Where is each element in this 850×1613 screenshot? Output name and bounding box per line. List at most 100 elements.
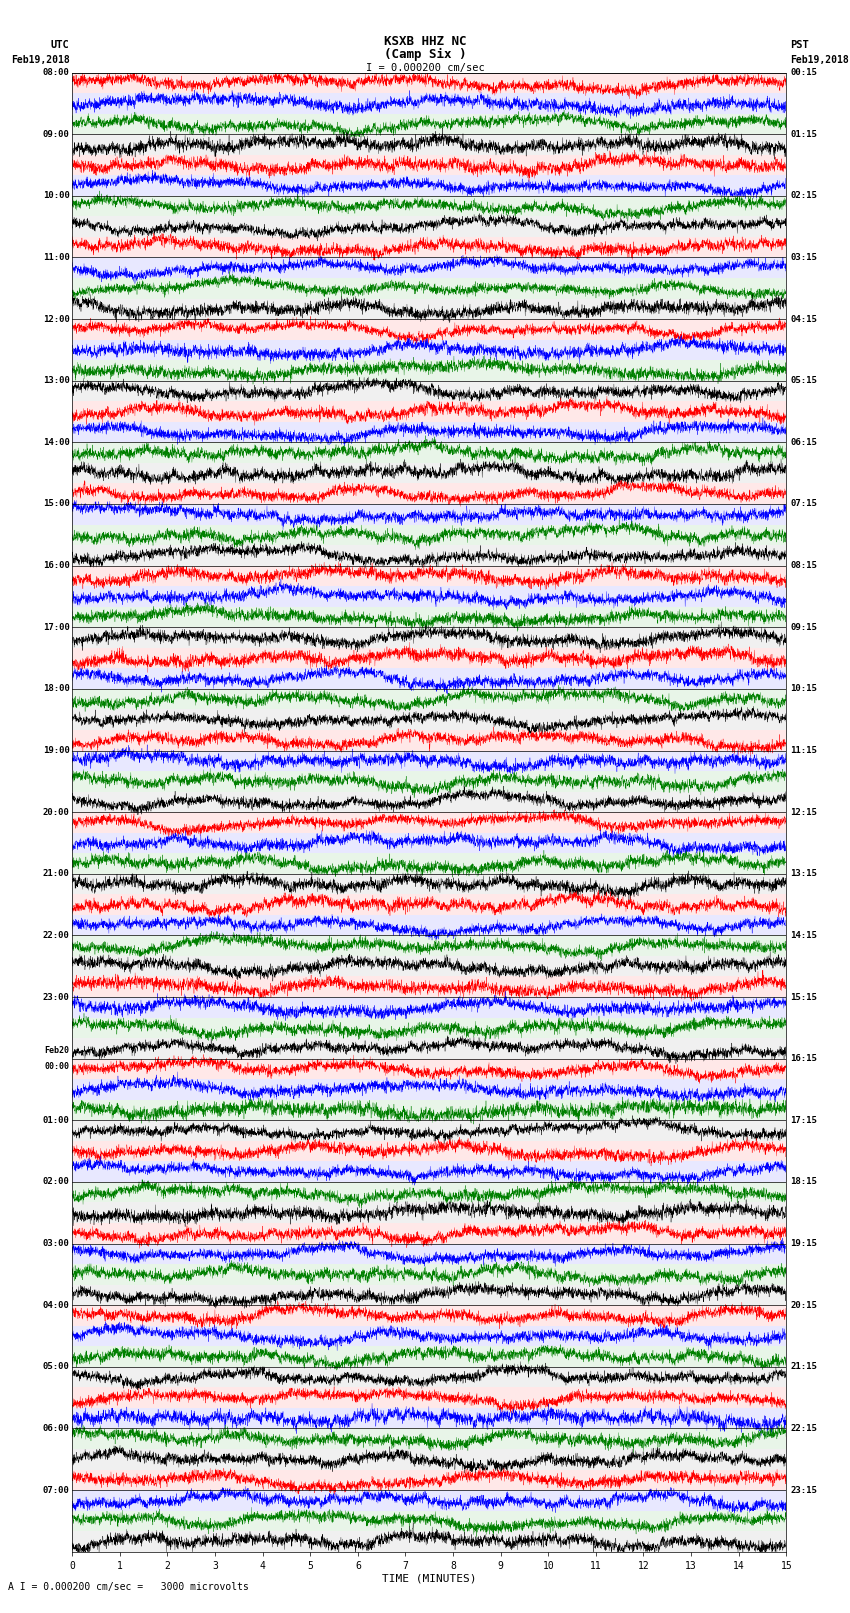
Text: 04:15: 04:15 <box>790 315 818 324</box>
Text: 09:15: 09:15 <box>790 623 818 632</box>
Bar <box>72 176 786 195</box>
Bar <box>72 771 786 792</box>
Bar <box>72 668 786 689</box>
Text: 23:00: 23:00 <box>42 992 70 1002</box>
Bar <box>72 1039 786 1058</box>
Text: UTC: UTC <box>51 40 70 50</box>
Text: 14:00: 14:00 <box>42 437 70 447</box>
Bar <box>72 1408 786 1429</box>
Bar <box>72 134 786 155</box>
Text: 12:00: 12:00 <box>42 315 70 324</box>
Text: 01:00: 01:00 <box>42 1116 70 1124</box>
Text: 13:00: 13:00 <box>42 376 70 386</box>
Text: 11:15: 11:15 <box>790 747 818 755</box>
Bar <box>72 1469 786 1490</box>
Bar <box>72 1140 786 1161</box>
Bar <box>72 1429 786 1448</box>
Bar <box>72 1018 786 1039</box>
Text: Feb19,2018: Feb19,2018 <box>790 55 849 65</box>
Bar <box>72 1121 786 1140</box>
Text: KSXB HHZ NC: KSXB HHZ NC <box>383 35 467 48</box>
Text: 15:00: 15:00 <box>42 500 70 508</box>
Text: 16:00: 16:00 <box>42 561 70 569</box>
Text: 17:00: 17:00 <box>42 623 70 632</box>
Text: 22:15: 22:15 <box>790 1424 818 1432</box>
Text: 15:15: 15:15 <box>790 992 818 1002</box>
Bar <box>72 1100 786 1121</box>
Text: 21:00: 21:00 <box>42 869 70 877</box>
Bar <box>72 1244 786 1265</box>
Bar <box>72 524 786 545</box>
Text: I = 0.000200 cm/sec: I = 0.000200 cm/sec <box>366 63 484 73</box>
Bar <box>72 1387 786 1408</box>
Text: 18:00: 18:00 <box>42 684 70 694</box>
Bar <box>72 1448 786 1469</box>
Text: 19:15: 19:15 <box>790 1239 818 1248</box>
Bar <box>72 216 786 237</box>
Bar <box>72 936 786 957</box>
Bar <box>72 750 786 771</box>
Text: 09:00: 09:00 <box>42 129 70 139</box>
Text: 14:15: 14:15 <box>790 931 818 940</box>
Text: 20:00: 20:00 <box>42 808 70 816</box>
Bar <box>72 894 786 915</box>
Bar <box>72 545 786 566</box>
Bar <box>72 503 786 524</box>
Text: PST: PST <box>790 40 809 50</box>
Text: 00:15: 00:15 <box>790 68 818 77</box>
Text: 10:15: 10:15 <box>790 684 818 694</box>
Bar <box>72 195 786 216</box>
Bar <box>72 832 786 853</box>
Bar <box>72 997 786 1018</box>
Bar <box>72 237 786 258</box>
Text: 06:15: 06:15 <box>790 437 818 447</box>
Bar <box>72 298 786 319</box>
Bar <box>72 689 786 710</box>
Bar <box>72 957 786 976</box>
Text: 11:00: 11:00 <box>42 253 70 261</box>
Text: 12:15: 12:15 <box>790 808 818 816</box>
Text: 07:00: 07:00 <box>42 1486 70 1495</box>
Bar <box>72 1531 786 1552</box>
Text: 05:15: 05:15 <box>790 376 818 386</box>
Bar <box>72 731 786 750</box>
Bar <box>72 976 786 997</box>
X-axis label: TIME (MINUTES): TIME (MINUTES) <box>382 1574 477 1584</box>
Text: 18:15: 18:15 <box>790 1177 818 1187</box>
Bar <box>72 258 786 277</box>
Bar <box>72 1326 786 1347</box>
Text: 02:00: 02:00 <box>42 1177 70 1187</box>
Bar <box>72 319 786 340</box>
Text: 05:00: 05:00 <box>42 1363 70 1371</box>
Bar <box>72 1058 786 1079</box>
Bar <box>72 1161 786 1182</box>
Text: 01:15: 01:15 <box>790 129 818 139</box>
Text: 08:15: 08:15 <box>790 561 818 569</box>
Bar <box>72 586 786 606</box>
Bar <box>72 606 786 627</box>
Text: 03:00: 03:00 <box>42 1239 70 1248</box>
Text: 08:00: 08:00 <box>42 68 70 77</box>
Bar <box>72 874 786 894</box>
Text: 23:15: 23:15 <box>790 1486 818 1495</box>
Text: 13:15: 13:15 <box>790 869 818 877</box>
Bar <box>72 1305 786 1326</box>
Bar <box>72 484 786 503</box>
Bar <box>72 1182 786 1202</box>
Text: 20:15: 20:15 <box>790 1300 818 1310</box>
Bar <box>72 1265 786 1284</box>
Text: 07:15: 07:15 <box>790 500 818 508</box>
Bar <box>72 155 786 176</box>
Text: 10:00: 10:00 <box>42 192 70 200</box>
Text: (Camp Six ): (Camp Six ) <box>383 48 467 61</box>
Text: 03:15: 03:15 <box>790 253 818 261</box>
Bar <box>72 340 786 360</box>
Bar <box>72 1366 786 1387</box>
Bar <box>72 442 786 463</box>
Text: 19:00: 19:00 <box>42 747 70 755</box>
Bar <box>72 792 786 813</box>
Text: 00:00: 00:00 <box>45 1061 70 1071</box>
Bar <box>72 813 786 832</box>
Bar <box>72 648 786 668</box>
Bar <box>72 566 786 586</box>
